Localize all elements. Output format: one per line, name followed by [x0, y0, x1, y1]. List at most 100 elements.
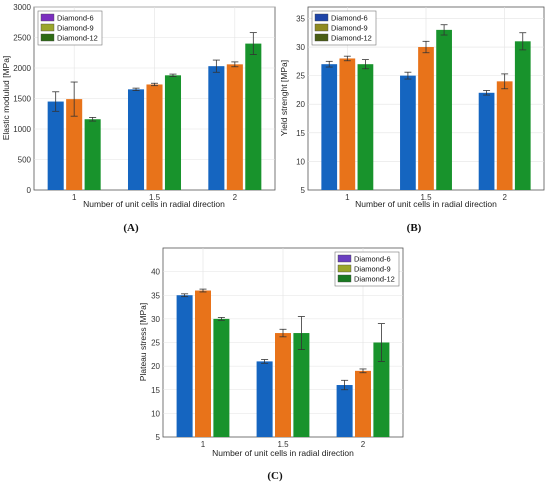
x-tick-label-c: 1	[201, 440, 206, 449]
x-axis-label-a: Number of unit cells in radial direction	[83, 199, 225, 209]
legend-label-d12-c: Diamond-12	[354, 275, 395, 284]
bar-d9-cat2-a	[226, 64, 243, 190]
y-tick-label-a: 2500	[13, 34, 31, 43]
legend-swatch-d9-b	[314, 23, 329, 32]
legend-swatch-d12-a	[40, 33, 55, 42]
bar-d12-cat0-c	[213, 318, 230, 437]
bar-d9-cat0-c	[195, 290, 211, 437]
y-tick-label-c: 5	[156, 433, 161, 442]
y-tick-label-a: 1000	[13, 125, 31, 134]
x-tick-label-b: 1	[345, 193, 350, 202]
bar-d6-cat2-a	[208, 66, 225, 190]
bar-d6-cat1-b	[400, 75, 416, 190]
bar-d6-cat0-b	[321, 64, 338, 190]
legend-swatch-d9-a	[40, 23, 55, 32]
bar-d9-cat0-a	[66, 99, 83, 190]
x-tick-label-b: 2	[502, 193, 507, 202]
y-ticks-b: 5 10 15 20 25 30 35	[296, 14, 305, 195]
legend-swatch-d6-b	[314, 13, 329, 22]
y-tick-label-b: 20	[296, 100, 305, 109]
y-tick-label-a: 0	[27, 186, 32, 195]
y-tick-label-b: 5	[301, 186, 306, 195]
bar-d12-cat2-a	[245, 43, 262, 190]
bars-c	[176, 288, 390, 437]
bar-d12-cat1-a	[164, 75, 182, 190]
y-tick-label-c: 15	[151, 386, 160, 395]
x-tick-label-b: 1.5	[420, 193, 432, 202]
panel-label-a: (A)	[123, 222, 139, 234]
bar-d9-cat2-b	[496, 81, 513, 190]
bar-d9-cat1-b	[418, 47, 434, 190]
y-tick-label-b: 10	[296, 157, 305, 166]
legend-label-d6-b: Diamond-6	[331, 14, 368, 23]
legend-label-d6-a: Diamond-6	[57, 14, 94, 23]
bar-d6-cat1-c	[256, 361, 273, 437]
y-ticks-a: 0 500 1000 1500 2000 2500 3000	[13, 3, 31, 195]
y-tick-label-a: 1500	[13, 95, 31, 104]
legend-swatch-d6-c	[337, 254, 352, 263]
legend-label-d6-c: Diamond-6	[354, 255, 391, 264]
x-ticks-b: 1 1.5 2	[345, 193, 507, 202]
y-axis-label-a: Elastic modulud [MPa]	[1, 56, 11, 141]
bars-a	[47, 32, 262, 190]
y-tick-label-c: 35	[151, 291, 160, 300]
bar-d9-cat1-a	[146, 84, 163, 190]
x-tick-label-c: 2	[361, 440, 366, 449]
x-ticks-a: 1 1.5 2	[72, 193, 238, 202]
y-tick-label-c: 10	[151, 409, 160, 418]
y-tick-label-b: 15	[296, 129, 305, 138]
legend-label-d12-a: Diamond-12	[57, 34, 98, 43]
x-tick-label-a: 1	[72, 193, 77, 202]
panel-label-c: (C)	[267, 470, 283, 482]
bar-d6-cat2-c	[336, 385, 353, 437]
legend-label-d9-c: Diamond-9	[354, 265, 391, 274]
bar-d6-cat0-c	[176, 295, 193, 437]
bars-b	[321, 24, 531, 190]
x-ticks-c: 1 1.5 2	[201, 440, 366, 449]
legend-swatch-d6-a	[40, 13, 55, 22]
x-axis-label-c: Number of unit cells in radial direction	[212, 448, 354, 458]
x-tick-label-c: 1.5	[277, 440, 289, 449]
x-tick-label-a: 2	[233, 193, 238, 202]
y-tick-label-b: 35	[296, 14, 305, 23]
legend-label-d9-a: Diamond-9	[57, 24, 94, 33]
y-axis-label-c: Plateau stress [MPa]	[138, 303, 148, 381]
y-tick-label-c: 40	[151, 268, 160, 277]
bar-d9-cat1-c	[275, 333, 291, 437]
bar-d6-cat0-a	[47, 101, 64, 190]
legend-label-d12-b: Diamond-12	[331, 34, 372, 43]
bar-d12-cat2-c	[373, 342, 390, 437]
bar-d6-cat1-a	[127, 89, 145, 190]
legend-swatch-d12-c	[337, 274, 352, 283]
bar-d12-cat1-c	[293, 333, 310, 437]
panel-label-b: (B)	[407, 222, 422, 234]
y-tick-label-c: 20	[151, 362, 160, 371]
y-tick-label-b: 30	[296, 43, 305, 52]
bar-d9-cat2-c	[355, 370, 371, 437]
x-axis-label-b: Number of unit cells in radial direction	[355, 199, 497, 209]
bar-d12-cat0-b	[357, 64, 374, 190]
legend-swatch-d12-b	[314, 33, 329, 42]
bar-d12-cat0-a	[84, 119, 101, 190]
bar-d9-cat0-b	[339, 58, 356, 190]
y-tick-label-a: 2000	[13, 64, 31, 73]
x-tick-label-a: 1.5	[149, 193, 161, 202]
y-tick-label-a: 500	[18, 156, 32, 165]
bar-d6-cat2-b	[478, 92, 495, 190]
y-tick-label-a: 3000	[13, 3, 31, 12]
y-tick-label-c: 25	[151, 339, 160, 348]
bar-d12-cat1-b	[436, 29, 452, 190]
y-axis-label-b: Yield strenght [MPa]	[279, 60, 289, 136]
y-tick-label-b: 25	[296, 72, 305, 81]
y-tick-label-c: 30	[151, 315, 160, 324]
y-ticks-c: 5 10 15 20 25 30 35 40	[151, 268, 160, 442]
legend-swatch-d9-c	[337, 264, 352, 273]
bar-d12-cat2-b	[514, 41, 531, 190]
